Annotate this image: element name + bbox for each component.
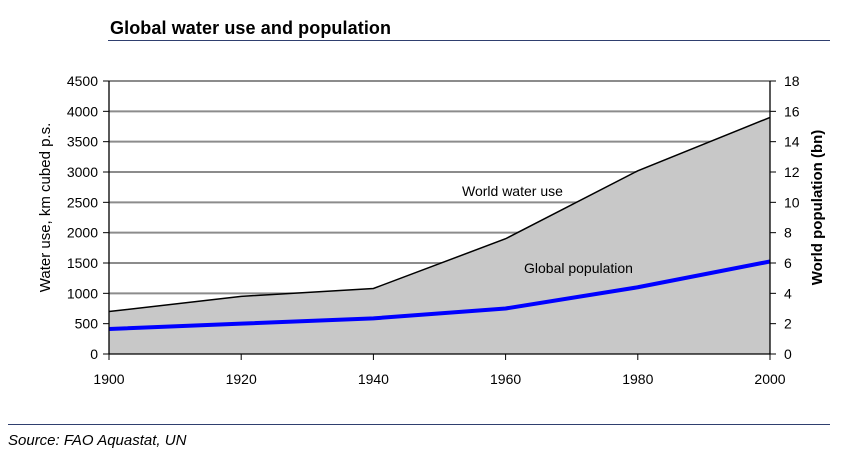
right-tick-label: 18 (784, 73, 800, 89)
x-tick-label: 1900 (93, 371, 124, 387)
right-tick-label: 12 (784, 164, 800, 180)
x-tick-label: 1980 (622, 371, 653, 387)
title-divider (108, 40, 830, 41)
population-line (108, 259, 771, 331)
source-note: Source: FAO Aquastat, UN (8, 432, 187, 449)
right-tick-label: 10 (784, 194, 800, 210)
x-tick-label: 1960 (490, 371, 521, 387)
x-tick-label: 2000 (754, 371, 785, 387)
chart-title: Global water use and population (110, 18, 392, 38)
water-use-annotation: World water use (462, 183, 563, 199)
right-tick-label: 2 (784, 316, 792, 332)
left-tick-label: 2000 (67, 225, 98, 241)
left-tick-label: 2500 (67, 194, 98, 210)
left-tick-label: 4000 (67, 103, 98, 119)
right-tick-label: 14 (784, 134, 800, 150)
right-tick-label: 4 (784, 285, 792, 301)
right-tick-label: 0 (784, 346, 792, 362)
axes (103, 80, 776, 360)
water-use-area (109, 117, 770, 355)
water-use-line (108, 116, 771, 313)
right-tick-label: 6 (784, 255, 792, 271)
x-tick-label: 1920 (226, 371, 257, 387)
source-divider (8, 424, 830, 425)
labels: 0 500 1000 1500 2000 2500 3000 3500 4000 4500 0 2 4 6… (37, 73, 826, 387)
left-tick-label: 4500 (67, 73, 98, 89)
right-tick-label: 8 (784, 225, 792, 241)
left-axis-title: Water use, km cubed p.s. (37, 123, 54, 293)
right-tick-label: 16 (784, 103, 800, 119)
left-tick-label: 0 (90, 346, 98, 362)
population-annotation: Global population (524, 260, 633, 276)
x-tick-label: 1940 (358, 371, 389, 387)
left-tick-label: 3500 (67, 134, 98, 150)
left-tick-label: 1500 (67, 255, 98, 271)
left-tick-label: 1000 (67, 285, 98, 301)
plot-series (108, 116, 771, 355)
left-tick-label: 500 (75, 316, 99, 332)
right-axis-title: World population (bn) (809, 130, 826, 286)
left-tick-label: 3000 (67, 164, 98, 180)
